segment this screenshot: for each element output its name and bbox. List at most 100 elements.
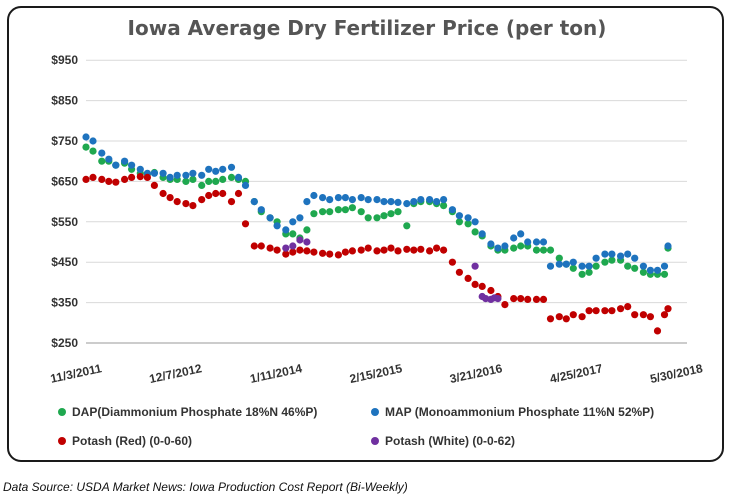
data-point [105, 177, 113, 185]
data-point [227, 163, 236, 171]
data-point [433, 244, 441, 252]
data-point [426, 247, 434, 255]
data-point [440, 246, 448, 254]
data-point [478, 282, 486, 290]
y-tick-label: $650 [51, 174, 78, 188]
data-point [166, 194, 174, 202]
data-point [89, 173, 97, 181]
data-point [173, 171, 181, 179]
data-point [380, 246, 388, 254]
data-point [403, 200, 411, 208]
data-point [608, 250, 616, 258]
data-point [639, 268, 648, 276]
series-1 [82, 133, 672, 274]
data-point [212, 167, 220, 175]
data-point [387, 244, 395, 252]
data-point [464, 214, 472, 222]
data-point [143, 173, 151, 181]
data-point [234, 173, 243, 181]
data-point [373, 196, 381, 204]
data-point [289, 248, 297, 256]
data-point [326, 208, 334, 216]
data-point [631, 254, 639, 262]
data-point [592, 262, 600, 270]
data-point [394, 198, 402, 206]
data-point [373, 214, 381, 222]
data-point [631, 264, 639, 272]
legend-potash-red-label: Potash (Red) (0-0-60) [72, 434, 193, 448]
data-point [121, 175, 129, 183]
legend-map-label: MAP (Monoammonium Phosphate 11%N 52%P) [385, 405, 655, 419]
data-point [136, 173, 144, 181]
data-point [510, 244, 518, 252]
data-point [289, 218, 297, 226]
y-tick-label: $250 [51, 336, 78, 350]
data-point [227, 198, 236, 206]
data-point [608, 256, 616, 264]
data-point [189, 169, 197, 177]
y-tick-label: $850 [51, 94, 78, 108]
data-point [89, 137, 97, 145]
data-point [639, 262, 648, 270]
data-point [266, 214, 274, 222]
data-point [546, 315, 555, 323]
x-tick-label: 3/21/2016 [448, 361, 503, 386]
data-point [524, 238, 532, 246]
data-point [198, 196, 206, 204]
data-point [639, 311, 648, 319]
data-point [601, 307, 609, 315]
data-point [182, 171, 190, 179]
data-point [646, 313, 655, 321]
data-point [417, 196, 425, 204]
data-point [601, 258, 609, 266]
data-point [555, 313, 563, 321]
legend-map-marker [371, 407, 379, 416]
data-point [241, 181, 250, 189]
x-tick-label: 4/25/2017 [549, 361, 604, 386]
data-point [617, 252, 625, 260]
data-point [562, 315, 570, 323]
data-point [303, 238, 311, 246]
data-point [380, 198, 388, 206]
data-point [631, 311, 639, 319]
data-point [448, 258, 456, 266]
data-point [182, 177, 190, 185]
data-point [296, 236, 304, 244]
data-point [150, 169, 158, 177]
data-point [569, 311, 577, 319]
data-point [624, 250, 632, 258]
data-point [319, 194, 327, 202]
data-point [326, 196, 334, 204]
data-point [624, 262, 632, 270]
data-point [653, 327, 662, 335]
data-point [250, 198, 258, 206]
data-point [585, 268, 593, 276]
data-point [578, 313, 586, 321]
data-point [205, 191, 213, 200]
data-point [417, 245, 425, 253]
data-point [310, 248, 318, 256]
data-point [478, 230, 486, 238]
data-point [455, 212, 463, 220]
data-point [608, 307, 616, 315]
legend-item-map: MAP (Monoammonium Phosphate 11%N 52%P) [371, 405, 654, 419]
data-point [319, 249, 327, 257]
series-2 [82, 173, 672, 335]
data-point [426, 196, 434, 204]
legend-item-potash-red: Potash (Red) (0-0-60) [58, 434, 192, 448]
data-point [112, 161, 120, 169]
data-point [105, 155, 113, 163]
x-tick-label: 2/15/2015 [348, 361, 403, 386]
data-point [234, 189, 243, 198]
data-point [546, 246, 555, 254]
data-point [82, 175, 90, 183]
data-point [296, 246, 304, 254]
series-3 [282, 236, 502, 303]
data-point [348, 247, 356, 255]
data-point [403, 222, 411, 230]
data-point [303, 226, 311, 234]
y-tick-label: $550 [51, 215, 78, 229]
data-point [539, 246, 548, 254]
data-point [89, 147, 97, 155]
data-point [289, 242, 297, 250]
